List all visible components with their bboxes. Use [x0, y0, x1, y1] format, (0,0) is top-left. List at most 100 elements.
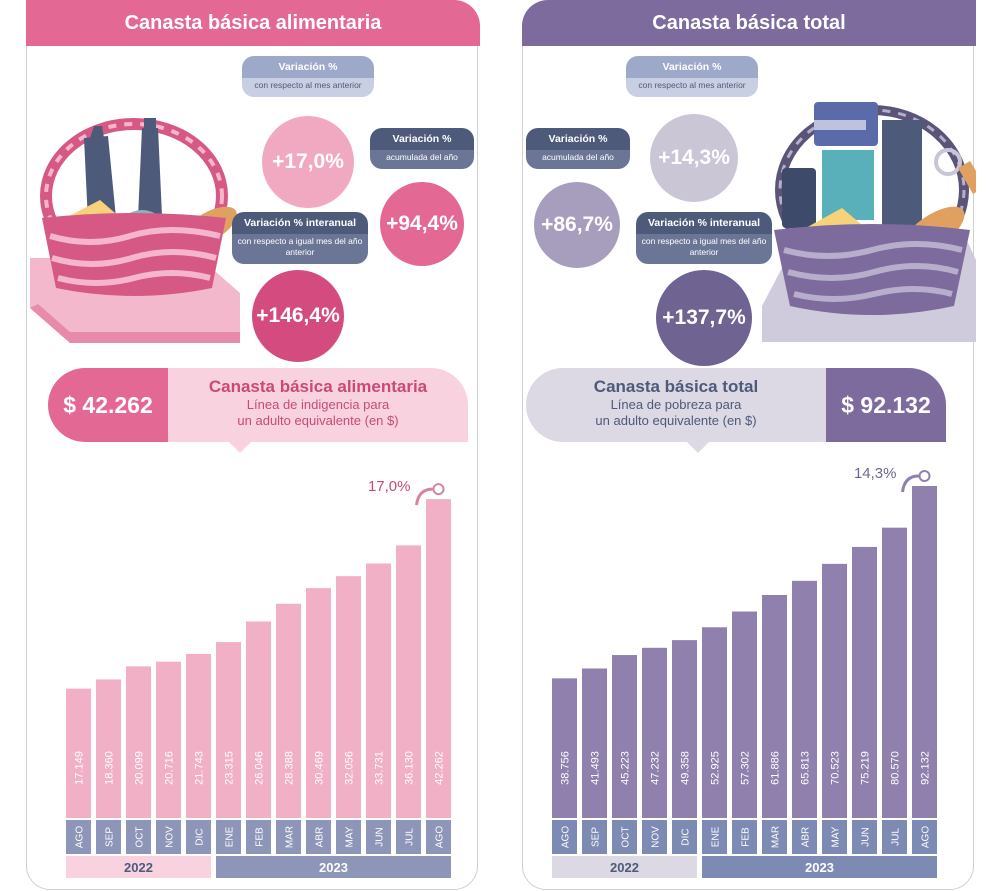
- price-description: Canasta básica total Línea de pobreza pa…: [526, 368, 826, 442]
- month-tick-label: DIC: [681, 828, 692, 845]
- variacion-interanual-title: Variación % interanual: [636, 212, 772, 234]
- variacion-acumulada-subtitle: acumulada del año: [370, 150, 474, 169]
- bar: [186, 653, 211, 818]
- bar: [642, 647, 667, 818]
- price-pointer: [686, 441, 710, 453]
- annotation-arrow: [415, 487, 433, 506]
- panel-canasta-alimentaria: Canasta básica alimentaria Variación % c…: [26, 0, 480, 890]
- bar-value-label: 20.099: [134, 751, 146, 785]
- month-tick-label: SEP: [591, 827, 602, 847]
- panel-title: Canasta básica total: [522, 0, 976, 46]
- month-tick-label: JUN: [861, 827, 872, 846]
- bar-value-label: 21.743: [194, 751, 206, 785]
- bar-value-label: 57.302: [740, 751, 752, 785]
- month-cell: [552, 820, 577, 854]
- bar: [792, 580, 817, 818]
- year-band: [66, 856, 211, 878]
- bar-value-label: 45.223: [620, 751, 632, 785]
- annotation-dot: [918, 470, 931, 482]
- bar-value-label: 52.925: [710, 751, 722, 785]
- price-banner: Canasta básica total Línea de pobreza pa…: [526, 368, 946, 453]
- variacion-mensual-title: Variación %: [626, 56, 758, 78]
- bar: [732, 611, 757, 818]
- month-cell: [276, 820, 301, 854]
- month-cell: [66, 820, 91, 854]
- month-tick-label: FEB: [255, 827, 266, 847]
- bar: [612, 655, 637, 818]
- month-tick-label: DIC: [195, 828, 206, 845]
- bar: [246, 621, 271, 818]
- bar: [396, 545, 421, 818]
- month-cell: [126, 820, 151, 854]
- year-band: [702, 856, 937, 878]
- variacion-interanual-label: Variación % interanual con respecto a ig…: [232, 212, 368, 264]
- bar: [882, 527, 907, 818]
- month-tick-label: AGO: [435, 826, 446, 848]
- month-tick-label: ENE: [711, 826, 722, 847]
- bar: [822, 563, 847, 818]
- annotation-label: 17,0%: [368, 478, 411, 495]
- variacion-interanual-label: Variación % interanual con respecto a ig…: [636, 212, 772, 264]
- panel-title: Canasta básica alimentaria: [26, 0, 480, 46]
- year-label: 2023: [805, 860, 834, 875]
- bar: [216, 642, 241, 818]
- month-tick-label: AGO: [561, 826, 572, 848]
- month-cell: [186, 820, 211, 854]
- month-tick-label: ENE: [225, 826, 236, 847]
- bar: [66, 688, 91, 818]
- variacion-acumulada-value: +94,4%: [380, 182, 464, 266]
- annotation-label: 14,3%: [854, 465, 897, 482]
- month-cell: [396, 820, 421, 854]
- annotation-arrow: [901, 474, 919, 493]
- bar-value-label: 70.523: [830, 751, 842, 785]
- month-cell: [216, 820, 241, 854]
- panel-canasta-total: Canasta básica total Variación % con res…: [522, 0, 976, 890]
- month-tick-label: JUN: [375, 827, 386, 846]
- variacion-acumulada-label: Variación % acumulada del año: [370, 128, 474, 169]
- month-tick-label: MAY: [831, 826, 842, 847]
- month-tick-label: JUL: [891, 828, 902, 846]
- bar-value-label: 65.813: [800, 751, 812, 785]
- bar-value-label: 26.046: [254, 751, 266, 785]
- variacion-mensual-title: Variación %: [242, 56, 374, 78]
- month-cell: [762, 820, 787, 854]
- year-band: [552, 856, 697, 878]
- month-cell: [702, 820, 727, 854]
- month-tick-label: MAR: [771, 826, 782, 848]
- year-label: 2022: [610, 860, 639, 875]
- variacion-interanual-subtitle: con respecto a igual mes del año anterio…: [636, 234, 772, 264]
- variacion-mensual-subtitle: con respecto al mes anterior: [242, 78, 374, 97]
- variacion-interanual-title: Variación % interanual: [232, 212, 368, 234]
- month-tick-label: FEB: [741, 827, 752, 847]
- bar: [276, 603, 301, 818]
- bar: [672, 640, 697, 818]
- month-tick-label: SEP: [105, 827, 116, 847]
- month-tick-label: ABR: [801, 827, 812, 848]
- bar: [762, 594, 787, 818]
- bar: [366, 563, 391, 818]
- bar-value-label: 80.570: [890, 751, 902, 785]
- bar-value-label: 38.756: [560, 751, 572, 785]
- basket-food-illustration: [30, 118, 240, 343]
- month-cell: [336, 820, 361, 854]
- month-tick-label: NOV: [165, 826, 176, 848]
- month-cell: [96, 820, 121, 854]
- month-cell: [582, 820, 607, 854]
- bar-value-label: 18.360: [104, 751, 116, 785]
- month-cell: [732, 820, 757, 854]
- month-tick-label: AGO: [921, 826, 932, 848]
- variacion-mensual-label: Variación % con respecto al mes anterior: [626, 56, 758, 97]
- bar-value-label: 32.056: [344, 751, 356, 785]
- bar: [156, 661, 181, 818]
- price-desc-line-1: Línea de indigencia para: [246, 397, 390, 412]
- bar: [582, 668, 607, 818]
- bar-value-label: 28.388: [284, 751, 296, 785]
- month-cell: [912, 820, 937, 854]
- variacion-interanual-value: +137,7%: [656, 270, 752, 366]
- basket-total-illustration: [762, 102, 976, 342]
- variacion-mensual-value: +17,0%: [262, 116, 354, 208]
- bar-value-label: 61.886: [770, 751, 782, 785]
- month-cell: [366, 820, 391, 854]
- price-value: $ 92.132: [826, 368, 946, 442]
- month-cell: [426, 820, 451, 854]
